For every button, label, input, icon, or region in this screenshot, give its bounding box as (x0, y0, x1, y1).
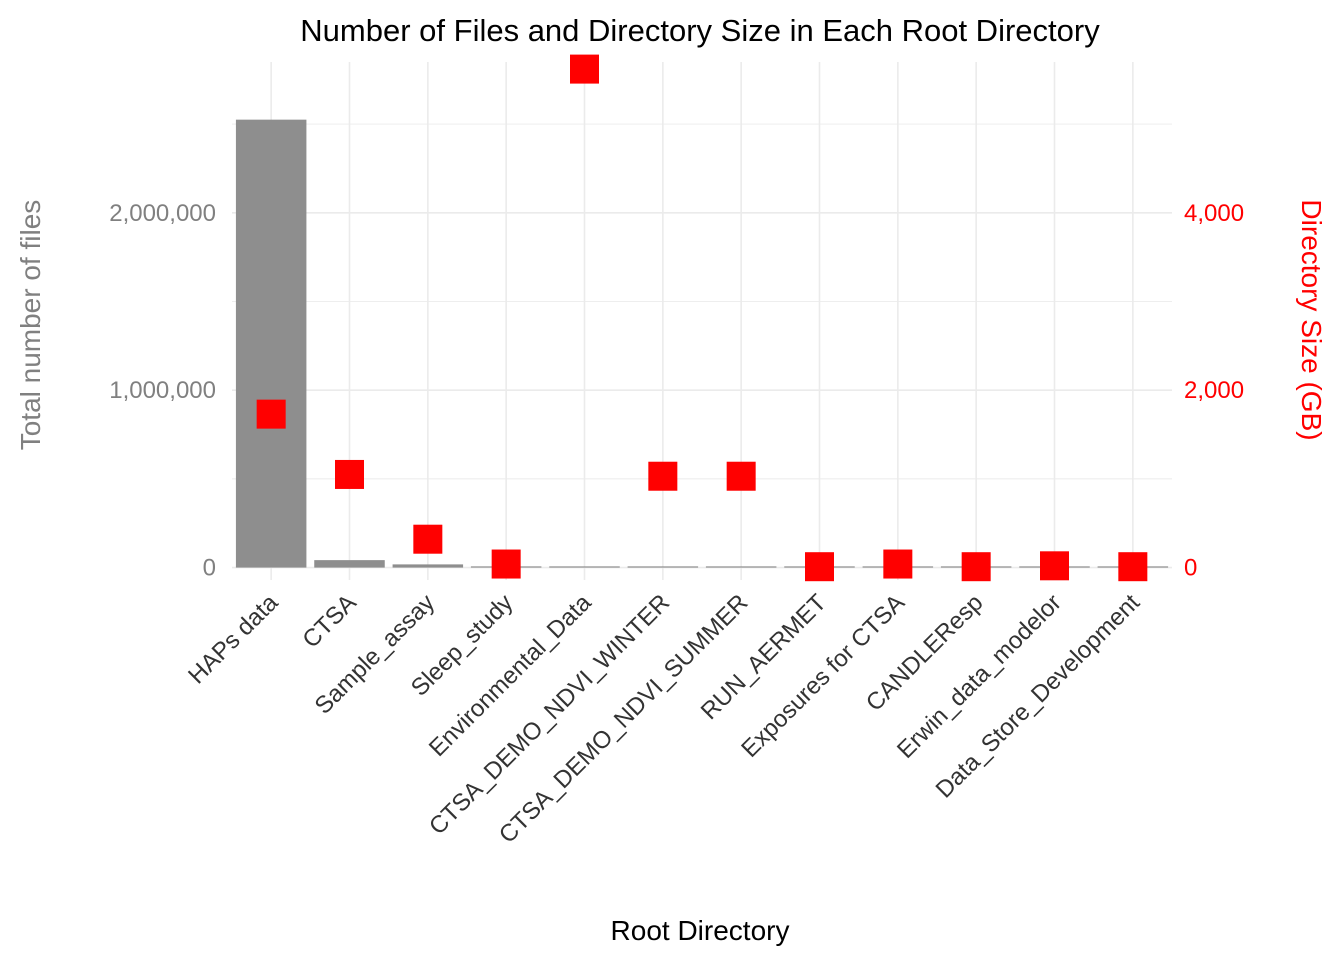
point-marker (883, 549, 913, 579)
y2-axis-title: Directory Size (GB) (1296, 199, 1327, 440)
bar (627, 566, 699, 568)
point-marker (256, 399, 286, 429)
point-marker (961, 552, 991, 582)
bar (314, 560, 385, 568)
left-axis-ticks: 0 1,000,000 2,000,000 (109, 200, 216, 582)
x-axis-ticks: HAPs data CTSASample_assaySleep_studyEnvi… (183, 589, 1145, 849)
x-tick-label: CTSA (297, 589, 361, 653)
y2-tick-label: 2,000 (1184, 377, 1244, 404)
bar (549, 566, 620, 568)
bar (705, 566, 777, 568)
point-marker (1118, 552, 1148, 582)
chart-title: Number of Files and Directory Size in Ea… (300, 13, 1100, 48)
bar (392, 564, 464, 568)
point-marker (648, 461, 678, 491)
point-marker (805, 552, 834, 582)
y-tick-label: 1,000,000 (109, 377, 216, 404)
point-series (256, 54, 1148, 582)
x-axis-title: Root Directory (611, 915, 790, 946)
bar (235, 119, 307, 568)
y-tick-label: 2,000,000 (109, 200, 216, 227)
y2-tick-label: 0 (1184, 555, 1197, 582)
right-axis-ticks: 0 2,000 4,000 (1184, 200, 1244, 582)
point-marker (726, 461, 756, 491)
point-marker (413, 524, 443, 554)
grid-lines (232, 62, 1172, 580)
y2-tick-label: 4,000 (1184, 200, 1244, 227)
point-marker (1040, 551, 1069, 581)
point-marker (335, 459, 364, 489)
point-marker (491, 549, 521, 579)
point-marker (570, 54, 599, 84)
bar-series (235, 119, 1169, 568)
x-tick-label: HAPs data (183, 589, 284, 690)
y-axis-title: Total number of files (15, 200, 46, 451)
y-tick-label: 0 (203, 555, 216, 582)
